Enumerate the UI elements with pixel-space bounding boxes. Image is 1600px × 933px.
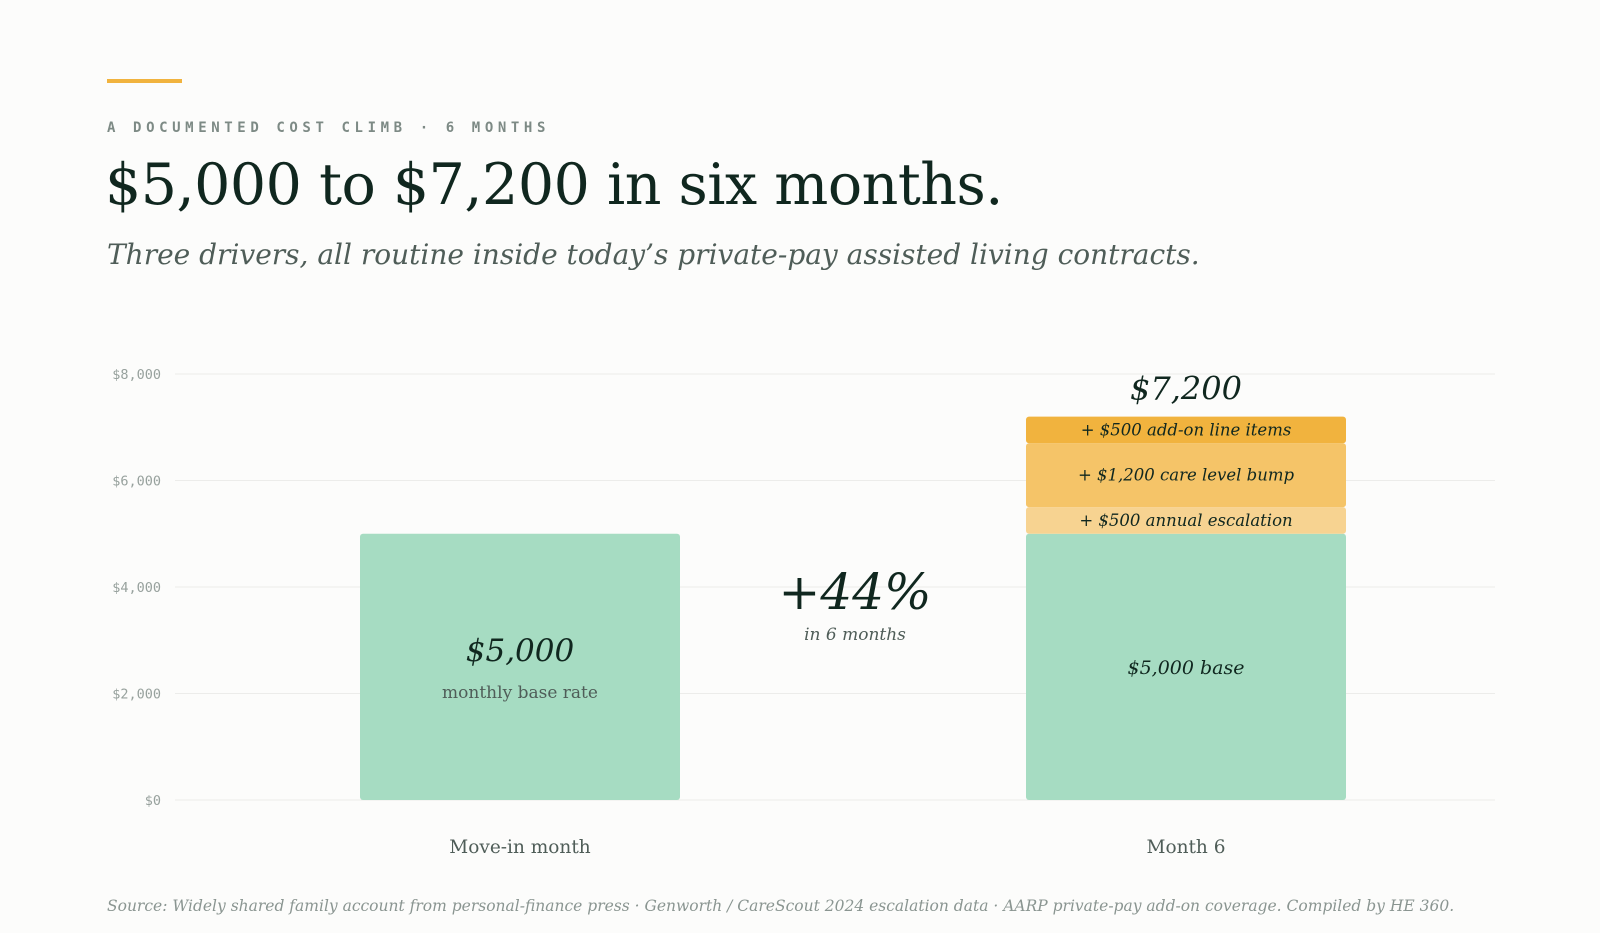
bar-sublabel: monthly base rate <box>442 683 598 703</box>
y-tick-label: $6,000 <box>112 474 161 490</box>
change-annotation-sublabel: in 6 months <box>804 625 906 645</box>
bar-total-label: $7,200 <box>1130 370 1242 408</box>
y-tick-label: $8,000 <box>112 367 161 383</box>
accent-rule <box>107 79 182 83</box>
page-subtitle: Three drivers, all routine inside today’… <box>107 238 1200 271</box>
x-category-label: Month 6 <box>1147 837 1226 858</box>
bar-segment <box>1026 533 1346 800</box>
bar-segment <box>1026 443 1346 508</box>
y-tick-label: $0 <box>145 793 161 809</box>
bar-value-label: $5,000 <box>466 633 574 669</box>
bar-segment-label: + $500 annual escalation <box>1079 511 1292 530</box>
bar-segment-label: + $500 add-on line items <box>1081 420 1292 439</box>
bar-segment <box>1026 507 1346 534</box>
eyebrow-label: A DOCUMENTED COST CLIMB · 6 MONTHS <box>107 120 550 136</box>
source-note: Source: Widely shared family account fro… <box>107 897 1455 915</box>
bar-segment-label: $5,000 base <box>1127 657 1244 679</box>
bar-segment <box>360 533 680 800</box>
bar-segment-label: + $1,200 care level bump <box>1078 466 1295 485</box>
change-annotation: +44% <box>778 563 931 621</box>
y-tick-label: $2,000 <box>112 687 161 703</box>
x-category-label: Move-in month <box>449 837 590 858</box>
bar-segment <box>1026 416 1346 444</box>
y-tick-label: $4,000 <box>112 580 161 596</box>
page-title: $5,000 to $7,200 in six months. <box>105 152 1003 218</box>
